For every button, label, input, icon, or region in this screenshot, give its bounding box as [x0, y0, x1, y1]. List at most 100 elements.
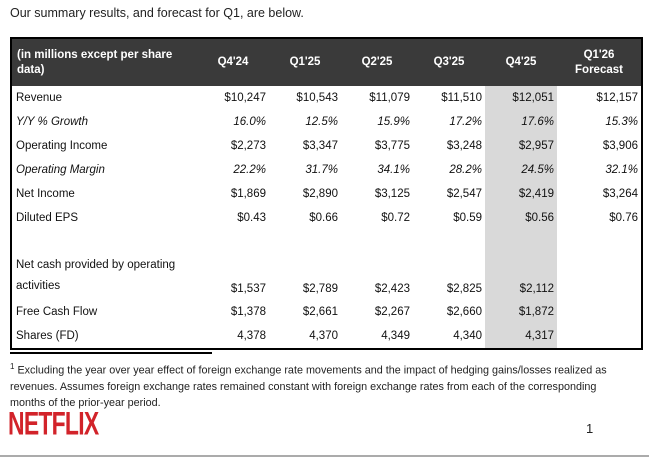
row-label: Revenue [16, 92, 63, 104]
value-cell: 15.9% [377, 116, 410, 128]
row-label [11, 230, 197, 250]
value-cell: 16.0% [233, 116, 266, 128]
value-cell: 4,340 [453, 330, 482, 342]
value-cell [557, 324, 642, 349]
value-cell: 4,349 [381, 330, 410, 342]
value-cell: $0.72 [381, 212, 410, 224]
value-cell: $3,906 [602, 140, 638, 152]
table-row: Free Cash Flow $1,378 $2,661 $2,267 $2,660 $1… [11, 300, 642, 324]
value-cell: $0.43 [237, 212, 266, 224]
value-cell [557, 250, 642, 300]
value-cell: $2,660 [446, 306, 482, 318]
value-cell: $11,079 [369, 92, 410, 104]
value-cell: 4,317 [485, 324, 557, 349]
value-cell: $0.56 [485, 206, 557, 230]
value-cell: 32.1% [605, 164, 638, 176]
column-header: Q3'25 [413, 38, 485, 86]
value-cell: $1,378 [230, 306, 266, 318]
value-cell: 28.2% [449, 164, 482, 176]
value-cell [485, 230, 557, 250]
value-cell: $0.76 [609, 212, 638, 224]
value-cell: 31.7% [305, 164, 338, 176]
row-label: Shares (FD) [16, 330, 79, 342]
value-cell: $2,789 [302, 283, 338, 295]
row-label: Net Income [16, 188, 75, 200]
value-cell: $3,125 [374, 188, 410, 200]
column-header: Q2'25 [341, 38, 413, 86]
value-cell: $2,825 [446, 283, 482, 295]
value-cell: $2,547 [446, 188, 482, 200]
footnote-marker: 1 [10, 362, 15, 371]
row-label: Free Cash Flow [16, 306, 98, 318]
value-cell: $2,419 [485, 182, 557, 206]
value-cell: $12,157 [596, 92, 638, 104]
value-cell: $0.66 [309, 212, 338, 224]
footnote-body: Excluding the year over year effect of f… [10, 364, 607, 409]
table-row: Y/Y % Growth 16.0% 12.5% 15.9% 17.2% 17.6% 15.… [11, 110, 642, 134]
value-cell: $0.59 [453, 212, 482, 224]
value-cell: $1,872 [485, 300, 557, 324]
value-cell [557, 230, 642, 250]
column-header: Q1'26 Forecast [557, 38, 642, 86]
table-row: Net Income $1,869 $2,890 $3,125 $2,547 $2,419… [11, 182, 642, 206]
table-row: Operating Income $2,273 $3,347 $3,775 $3,248… [11, 134, 642, 158]
value-cell: $2,423 [374, 283, 410, 295]
value-cell: $3,347 [302, 140, 338, 152]
table-row: Revenue $10,247 $10,543 $11,079 $11,510 $12,0… [11, 86, 642, 110]
value-cell: 24.5% [485, 158, 557, 182]
value-cell: $1,537 [230, 283, 266, 295]
footnote-text: 1 Excluding the year over year effect of… [10, 359, 634, 411]
value-cell: 12.5% [305, 116, 338, 128]
value-cell [557, 300, 642, 324]
summary-table-header: (in millions except per share data) Q4'24… [11, 38, 642, 86]
row-label: Operating Margin [16, 164, 105, 176]
row-label: Diluted EPS [16, 212, 79, 224]
column-header: Q1'25 [269, 38, 341, 86]
table-row: Diluted EPS $0.43 $0.66 $0.72 $0.59 $0.56 $0.7… [11, 206, 642, 230]
value-cell: $12,051 [485, 86, 557, 110]
value-cell: 17.2% [449, 116, 482, 128]
column-header: (in millions except per share data) [11, 38, 197, 86]
value-cell: $3,775 [374, 140, 410, 152]
table-row: Shares (FD) 4,378 4,370 4,349 4,340 4,317 [11, 324, 642, 349]
summary-table-body: Revenue $10,247 $10,543 $11,079 $11,510 $12,0… [11, 86, 642, 349]
summary-table: (in millions except per share data) Q4'24… [10, 37, 643, 350]
footnote-divider [10, 352, 212, 354]
value-cell: $3,248 [446, 140, 482, 152]
value-cell: $10,543 [296, 92, 338, 104]
value-cell: $3,264 [602, 188, 638, 200]
header-row: (in millions except per share data) Q4'24… [11, 38, 642, 86]
value-cell: 17.6% [485, 110, 557, 134]
value-cell: $2,273 [230, 140, 266, 152]
value-cell: $2,267 [374, 306, 410, 318]
value-cell: 34.1% [377, 164, 410, 176]
value-cell: 4,370 [309, 330, 338, 342]
column-header: Q4'25 [485, 38, 557, 86]
value-cell: $2,112 [485, 250, 557, 300]
value-cell: $2,890 [302, 188, 338, 200]
value-cell: $10,247 [224, 92, 266, 104]
value-cell [413, 230, 485, 250]
table-row: Net cash provided by operating activitie… [11, 250, 642, 300]
value-cell: 15.3% [605, 116, 638, 128]
table-row: Operating Margin 22.2% 31.7% 34.1% 28.2% 24.5… [11, 158, 642, 182]
value-cell: $1,869 [230, 188, 266, 200]
value-cell: $2,661 [302, 306, 338, 318]
value-cell: 22.2% [233, 164, 266, 176]
row-label: Y/Y % Growth [16, 116, 89, 128]
row-label: Net cash provided by operating activitie… [16, 259, 176, 292]
value-cell: $2,957 [485, 134, 557, 158]
page-number: 1 [586, 421, 594, 436]
summary-table-wrapper: (in millions except per share data) Q4'24… [10, 37, 643, 350]
value-cell [197, 230, 269, 250]
value-cell: $11,510 [441, 92, 482, 104]
table-row [11, 230, 642, 250]
intro-text: Our summary results, and forecast for Q1… [10, 6, 304, 20]
value-cell: 4,378 [237, 330, 266, 342]
row-label: Operating Income [16, 140, 108, 152]
column-header: Q4'24 [197, 38, 269, 86]
value-cell [341, 230, 413, 250]
netflix-logo: NETFLIX [8, 405, 99, 442]
value-cell [269, 230, 341, 250]
